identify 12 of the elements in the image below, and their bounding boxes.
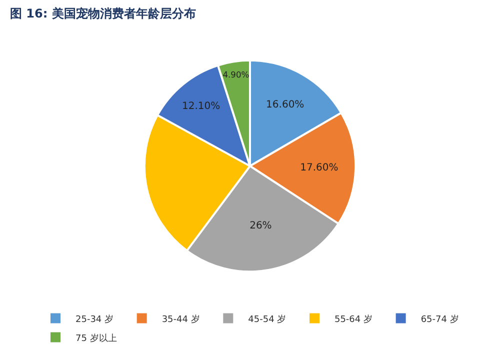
legend-label: 65-74 岁	[420, 314, 459, 325]
chart-title: 图 16: 美国宠物消费者年龄层分布	[10, 6, 196, 20]
data-label: 16.60%	[266, 99, 304, 110]
data-label: 12.10%	[182, 101, 220, 112]
legend-label: 55-64 岁	[334, 314, 372, 325]
data-label: 26%	[250, 220, 272, 232]
legend-label: 25-34 岁	[76, 314, 114, 325]
data-label: 4.90%	[222, 70, 250, 80]
data-label: 17.60%	[300, 162, 338, 174]
legend-label: 35-44 岁	[162, 314, 200, 325]
legend-label: 75 岁以上	[76, 332, 117, 344]
legend-label: 45-54 岁	[248, 314, 286, 325]
